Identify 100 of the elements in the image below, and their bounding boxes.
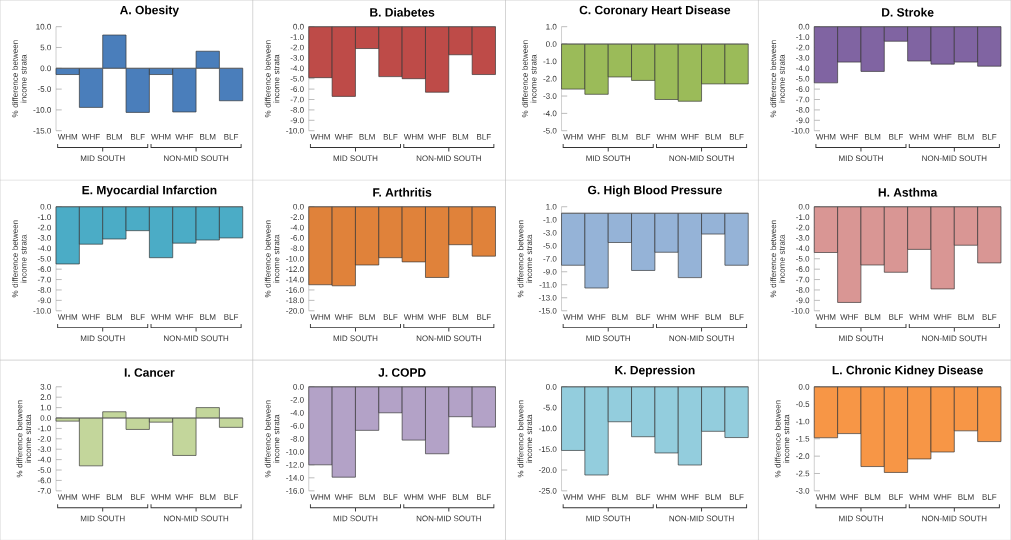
x-tick-label: BLF [982,314,997,320]
y-tick-label: -10.0 [791,127,810,134]
text: NON-MID SOUTH [416,335,481,342]
x-tick-label: WHM [656,134,676,140]
x-tick-label: BLF [477,134,491,140]
x-tick-label: BLM [359,314,375,320]
text: MID SOUTH [333,155,378,162]
x-tick-label: WHF [840,494,859,500]
y-tick-label: 5.0 [40,44,51,51]
y-tick-label: -4.0 [796,245,810,252]
y-axis-title: % difference between income strata [770,220,785,298]
y-tick-label: -6.0 [796,266,810,272]
chart-title: B. Diabetes [370,7,435,17]
y-axis-title: % difference between income strata [770,40,785,118]
y-tick-label: -10.0 [33,307,51,314]
y-tick-label: -2.0 [290,44,304,51]
x-tick-label: WHF [587,494,606,500]
x-tick-label: WHF [680,494,699,500]
y-tick-label: -20.0 [538,467,557,473]
text: MID SOUTH [80,515,125,522]
bar [102,411,127,419]
x-tick-label: BLM [705,314,721,320]
y-tick-label: -8.0 [796,287,810,293]
y-tick-label: -1.0 [796,418,810,425]
x-tick-label: WHM [151,494,171,500]
x-tick-label: WHM [151,314,171,320]
x-tick-label: WHF [81,314,100,320]
y-tick-label: -1.0 [543,58,557,65]
x-tick-label: BLM [958,314,974,320]
chart-title: I. Cancer [124,368,175,377]
x-tick-label: WHM [57,134,78,140]
y-tick-label: -6.0 [796,86,810,92]
y-tick-label: -10.0 [791,307,810,314]
x-tick-label: BLM [106,494,122,500]
y-tick-label: -6.0 [290,422,304,429]
chart-title: C. Coronary Heart Disease [579,5,731,17]
y-tick-label: -9.0 [796,297,810,304]
y-tick-label: -2.5 [796,470,810,477]
y-tick-label: -10.0 [538,425,557,432]
y-tick-label: -5.0 [543,127,557,134]
x-tick-label: WHF [587,134,606,140]
x-tick-label: BLM [705,494,721,500]
x-tick-label: BLF [636,314,651,320]
y-tick-label: -14.0 [286,474,304,481]
y-axis-title: % difference between income strata [12,40,27,118]
x-tick-label: WHF [175,134,194,140]
x-tick-label: BLF [982,134,997,140]
y-tick-label: -7.0 [290,96,304,103]
y-axis-title: % difference between income strata [521,40,537,118]
x-tick-label: BLF [729,314,744,320]
x-tick-label: WHM [403,494,424,500]
y-tick-label: -2.0 [37,435,51,442]
y-tick-label: -6.0 [37,266,51,272]
x-tick-label: BLM [200,314,216,320]
text: MID SOUTH [839,155,883,162]
x-tick-label: BLF [131,494,145,500]
y-tick-label: -5.0 [37,467,51,473]
y-tick-label: -7.0 [543,255,557,262]
x-tick-label: WHF [840,314,859,320]
y-tick-label: -7.0 [37,487,51,494]
y-tick-label: -5.0 [796,75,810,82]
text: MID SOUTH [333,515,378,522]
x-tick-label: WHF [81,134,100,140]
x-tick-label: BLF [729,494,744,500]
x-tick-label: BLM [106,314,122,320]
text: MID SOUTH [586,515,630,522]
text: NON-MID SOUTH [922,335,987,342]
x-tick-label: BLF [224,314,239,320]
chart-title: K. Depression [615,365,695,377]
y-tick-label: 1.0 [546,23,557,30]
x-tick-label: BLF [131,134,145,140]
y-tick-label: 0.0 [798,203,810,210]
x-tick-label: BLF [729,134,744,140]
y-tick-label: -16.0 [286,287,304,293]
y-tick-label: -7.0 [796,96,810,103]
y-tick-label: 3.0 [40,383,51,390]
y-tick-label: -5.0 [543,242,557,249]
x-tick-label: BLM [612,314,628,320]
bar [195,407,220,419]
x-tick-label: WHM [563,494,583,500]
x-tick-label: WHF [334,134,353,140]
x-tick-label: BLM [865,314,881,320]
y-tick-label: -3.0 [796,487,810,494]
y-tick-label: -1.5 [796,435,810,442]
y-tick-label: -10.0 [33,107,51,113]
x-tick-label: WHF [81,494,100,500]
x-tick-label: BLM [200,494,216,500]
y-tick-label: -3.0 [290,54,304,61]
text: NON-MID SOUTH [669,155,734,162]
y-tick-label: -2.0 [796,224,810,231]
x-tick-label: WHM [815,134,836,140]
y-tick-label: -1.0 [543,216,557,223]
y-axis-title: % difference between income strata [264,220,280,298]
x-tick-label: BLM [958,494,974,500]
text: NON-MID SOUTH [164,335,229,342]
text: MID SOUTH [839,335,883,342]
x-tick-label: WHF [680,134,699,140]
y-tick-label: -2.0 [796,44,810,51]
x-tick-label: WHF [587,314,606,320]
y-tick-label: -4.0 [796,65,810,72]
